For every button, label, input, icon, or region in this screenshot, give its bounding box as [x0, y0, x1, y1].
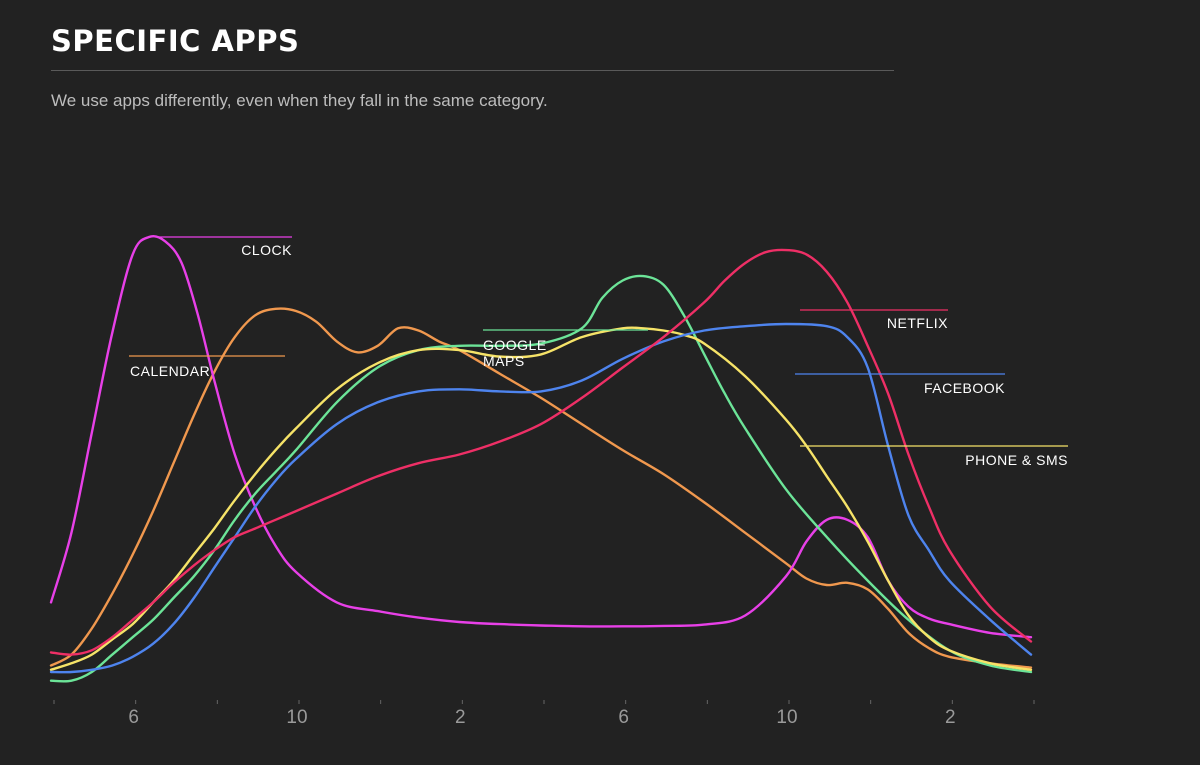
label-phone-and-sms: PHONE & SMS [800, 445, 1068, 468]
x-tick-label: 6 [618, 707, 629, 728]
label-calendar: CALENDAR [129, 355, 285, 379]
label-clock: CLOCK [155, 236, 292, 258]
label-facebook: FACEBOOK [795, 373, 1005, 396]
chart-title: SPECIFIC APPS [51, 24, 300, 58]
x-axis: 6 10 2 6 10 2 [53, 700, 1035, 728]
title-divider [51, 70, 894, 71]
series-label-netflix: NETFLIX [887, 315, 948, 331]
x-tick-label: 10 [286, 707, 307, 728]
x-tick-label: 2 [455, 707, 466, 728]
label-netflix: NETFLIX [800, 309, 948, 331]
series-label-facebook: FACEBOOK [924, 380, 1005, 396]
series-label-clock: CLOCK [241, 242, 292, 258]
series-line-clock [49, 234, 1033, 639]
series-label-google-maps: MAPS [483, 353, 525, 369]
series-line-google-maps [49, 274, 1033, 683]
series-line-facebook [49, 322, 1033, 674]
series-line-phone-and-sms [49, 326, 1033, 671]
series-line-calendar [49, 307, 1033, 669]
series-lines [49, 234, 1033, 683]
chart-subtitle: We use apps differently, even when they … [51, 91, 548, 110]
series-label-calendar: CALENDAR [130, 363, 210, 379]
x-tick-label: 2 [945, 707, 956, 728]
x-tick-label: 10 [776, 707, 797, 728]
series-label-google-maps: GOOGLE [483, 337, 547, 353]
series-label-phone-and-sms: PHONE & SMS [965, 452, 1068, 468]
x-tick-label: 6 [128, 707, 139, 728]
series-line-netflix [49, 248, 1033, 656]
